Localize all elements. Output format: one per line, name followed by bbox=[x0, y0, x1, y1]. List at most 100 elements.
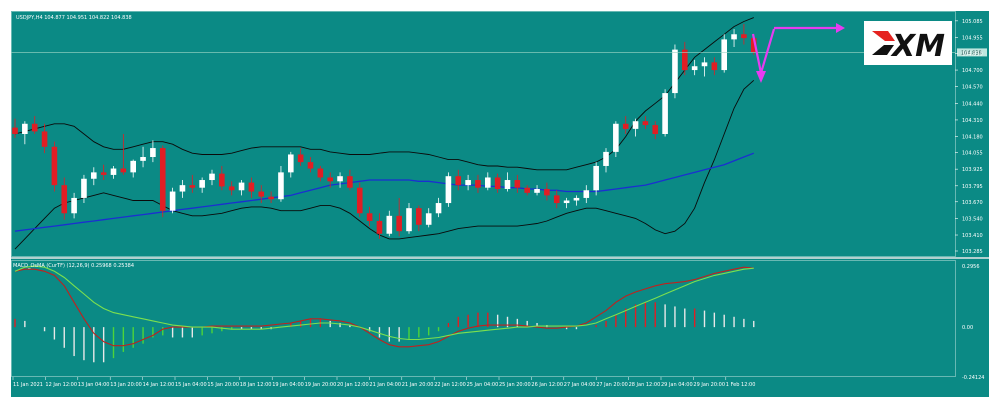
candle-body bbox=[12, 127, 18, 134]
candle-body bbox=[721, 39, 727, 71]
candle-body bbox=[544, 188, 550, 196]
candle-body bbox=[455, 176, 462, 186]
candle-body bbox=[366, 213, 373, 221]
time-tick-label: 21 Jan 04:00 bbox=[369, 382, 401, 388]
candle-body bbox=[179, 185, 186, 192]
candle-body bbox=[465, 180, 471, 186]
logo-text: XM bbox=[890, 29, 945, 64]
candle-body bbox=[356, 187, 363, 214]
candle-body bbox=[593, 165, 599, 191]
candle-body bbox=[583, 190, 590, 198]
time-tick-label: 12 Jan 12:00 bbox=[45, 382, 77, 388]
bollinger-bands bbox=[14, 17, 755, 250]
price-panel bbox=[11, 11, 956, 257]
forecast-arrows bbox=[751, 23, 845, 83]
candle-body bbox=[662, 93, 668, 134]
time-tick-label: 21 Jan 20:00 bbox=[402, 382, 434, 388]
candle-body bbox=[406, 208, 412, 232]
candle-body bbox=[51, 146, 58, 186]
candles bbox=[12, 24, 757, 239]
candle-body bbox=[425, 213, 432, 225]
time-tick-label: 26 Jan 12:00 bbox=[531, 382, 563, 388]
candle-body bbox=[100, 172, 107, 175]
time-tick-label: 19 Jan 04:00 bbox=[272, 382, 304, 388]
price-tick-label: 104.955 bbox=[962, 35, 983, 41]
time-tick-label: 29 Jan 20:00 bbox=[693, 382, 725, 388]
candle-body bbox=[140, 157, 146, 161]
candle-body bbox=[632, 121, 639, 129]
price-tick-label: 103.670 bbox=[962, 200, 983, 206]
xm-logo: XM bbox=[864, 21, 952, 65]
candle-body bbox=[199, 180, 205, 188]
price-axis: 105.085 104.955 104.830 104.700 104.570 104.4… bbox=[955, 19, 983, 255]
macd-panel bbox=[11, 260, 956, 377]
price-tick-label: 104.055 bbox=[962, 151, 983, 157]
time-tick-label: 29 Jan 04:00 bbox=[661, 382, 693, 388]
candle-body bbox=[219, 173, 225, 187]
candle-body bbox=[642, 121, 649, 126]
candle-body bbox=[150, 148, 156, 158]
candle-body bbox=[110, 168, 117, 175]
price-tick-label: 103.410 bbox=[962, 233, 983, 239]
candle-body bbox=[209, 173, 215, 181]
arrow-down-head bbox=[756, 71, 766, 83]
candle-body bbox=[189, 185, 196, 188]
candle-body bbox=[603, 151, 609, 166]
candle-body bbox=[91, 172, 97, 179]
candle-body bbox=[228, 186, 235, 191]
candle-body bbox=[524, 187, 530, 193]
candle-body bbox=[445, 176, 452, 204]
candle-body bbox=[534, 188, 540, 193]
current-price-line: 104.838 bbox=[11, 48, 987, 57]
candle-body bbox=[327, 177, 333, 182]
candle-body bbox=[573, 197, 580, 201]
candle-body bbox=[376, 220, 383, 234]
candle-body bbox=[248, 182, 255, 192]
candle-body bbox=[258, 191, 265, 197]
price-tick-label: 104.570 bbox=[962, 85, 983, 91]
time-tick-label: 25 Jan 20:00 bbox=[499, 382, 531, 388]
candle-body bbox=[396, 215, 402, 232]
current-price-tag bbox=[957, 48, 987, 57]
time-tick-label: 15 Jan 04:00 bbox=[175, 382, 207, 388]
time-tick-label: 19 Jan 20:00 bbox=[305, 382, 337, 388]
moving-average bbox=[14, 152, 755, 232]
candle-body bbox=[268, 196, 274, 200]
price-tick-label: 103.540 bbox=[962, 216, 983, 222]
price-tick-label: 104.310 bbox=[962, 118, 983, 124]
time-tick-label: 18 Jan 12:00 bbox=[240, 382, 272, 388]
time-tick-label: 20 Jan 12:00 bbox=[337, 382, 369, 388]
candle-body bbox=[652, 125, 659, 134]
candle-body bbox=[613, 123, 619, 152]
candle-body bbox=[22, 123, 28, 134]
upper-band-line bbox=[14, 17, 754, 171]
macd-axis: 0.2956 0.00 -0.24124 bbox=[962, 264, 984, 381]
candle-body bbox=[741, 34, 747, 39]
current-price-label: 104.838 bbox=[961, 50, 982, 56]
macd-fast-line bbox=[14, 265, 754, 341]
macd-tick-label: -0.24124 bbox=[962, 375, 984, 381]
candle-body bbox=[307, 162, 314, 169]
candle-body bbox=[691, 66, 698, 71]
time-tick-label: 13 Jan 04:00 bbox=[78, 382, 110, 388]
macd-header: MACD_OsMA (CurTF) (12,26,9) 0.25968 0.25… bbox=[13, 263, 134, 269]
time-tick-label: 22 Jan 12:00 bbox=[434, 382, 466, 388]
macd-tick-label: 0.00 bbox=[962, 325, 973, 331]
logo-mark bbox=[872, 31, 895, 41]
candle-body bbox=[297, 154, 304, 163]
time-axis: 11 Jan 2021 12 Jan 12:00 13 Jan 04:00 13 Ja… bbox=[12, 377, 755, 388]
chart-panel: 104.838 105.085 104.955 104.830 104.700 104.… bbox=[11, 11, 989, 397]
candle-body bbox=[701, 62, 708, 67]
candle-body bbox=[159, 148, 166, 211]
macd-histogram bbox=[14, 302, 755, 363]
candle-body bbox=[337, 176, 343, 182]
candle-body bbox=[81, 178, 87, 198]
candle-body bbox=[386, 215, 393, 234]
candle-body bbox=[278, 172, 284, 200]
price-tick-label: 104.180 bbox=[962, 135, 983, 141]
symbol-header: USDJPY,H4 104.877 104.951 104.822 104.83… bbox=[16, 15, 132, 21]
time-tick-label: 27 Jan 04:00 bbox=[564, 382, 596, 388]
macd-slow-line bbox=[14, 266, 754, 348]
candle-body bbox=[288, 154, 294, 173]
time-tick-label: 15 Jan 20:00 bbox=[207, 382, 239, 388]
